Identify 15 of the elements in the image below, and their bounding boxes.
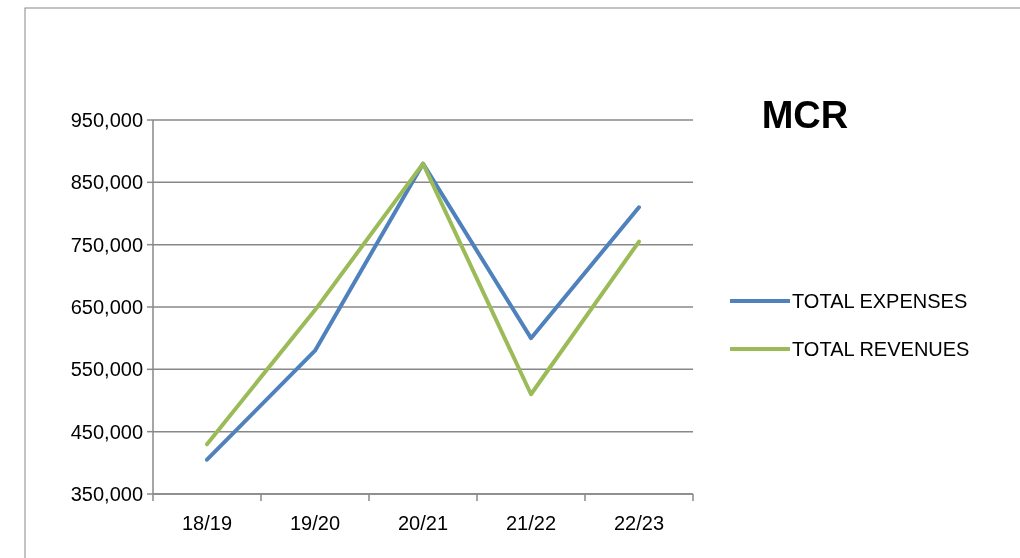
y-tick-label: 950,000 <box>70 109 143 131</box>
text: MCR <box>761 94 849 136</box>
x-tick-label: 18/19 <box>181 512 233 534</box>
x-tick-label: 20/21 <box>397 512 449 534</box>
y-tick-label: 850,000 <box>70 171 143 194</box>
y-tick-label: 550,000 <box>70 358 143 381</box>
x-tick-label: 19/20 <box>289 512 341 534</box>
x-tick-label: 22/23 <box>613 512 665 534</box>
y-tick-label: 450,000 <box>70 420 143 443</box>
y-tick-label: 650,000 <box>70 296 143 318</box>
x-tick-label: 21/22 <box>505 512 557 534</box>
y-tick-label: 750,000 <box>70 233 143 256</box>
legend-label: TOTAL REVENUES <box>792 338 970 360</box>
legend-label: TOTAL EXPENSES <box>792 290 968 312</box>
y-tick-label: 350,000 <box>70 483 143 505</box>
